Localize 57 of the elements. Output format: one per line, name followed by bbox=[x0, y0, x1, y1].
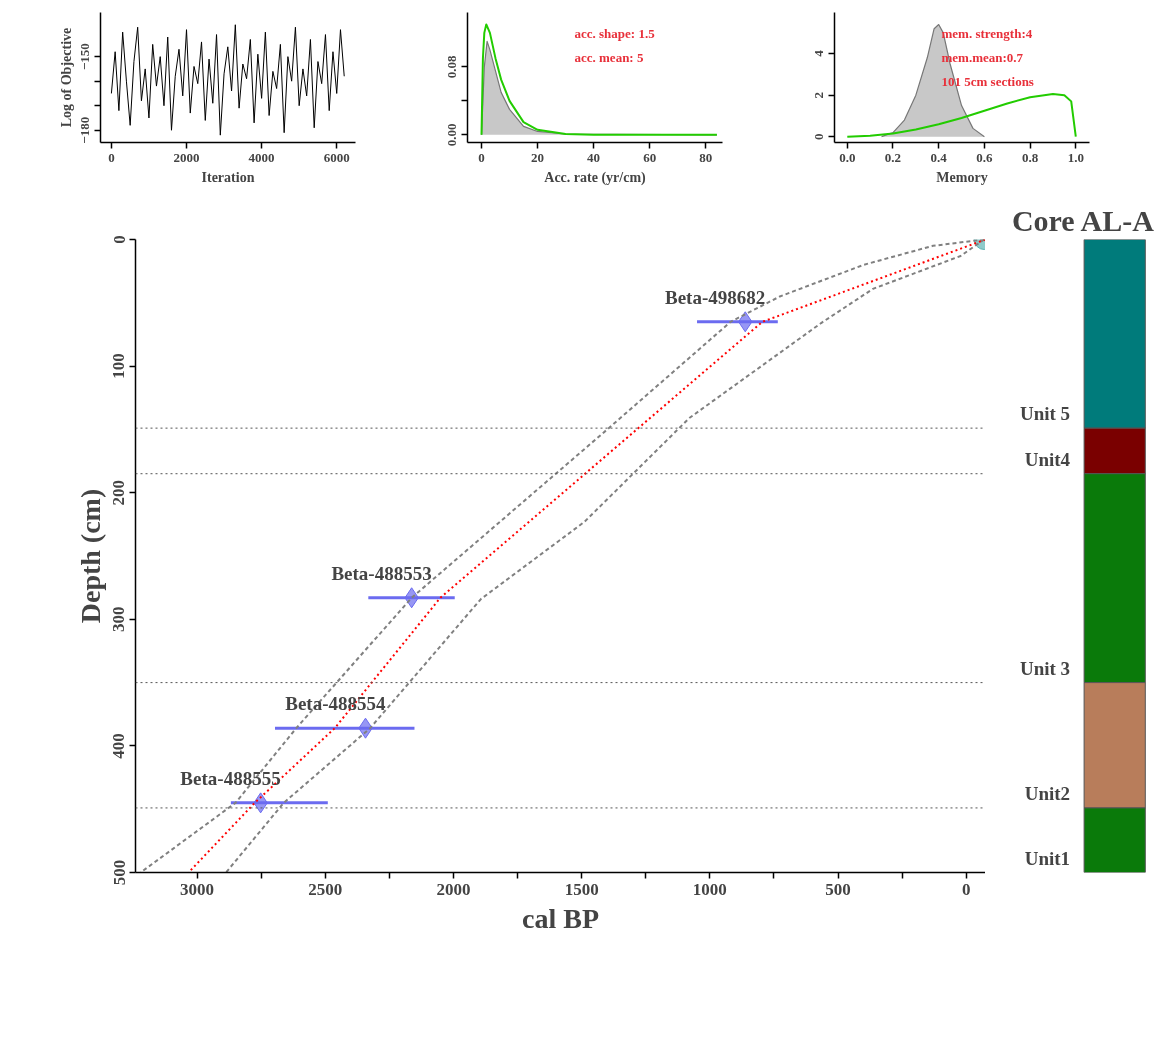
y-tick-label: 400 bbox=[109, 733, 129, 759]
y-tick-label: 0.08 bbox=[444, 55, 460, 79]
x-tick-label: 2000 bbox=[436, 879, 471, 899]
x-tick-label: 1000 bbox=[692, 879, 727, 899]
x-tick-label: 0.2 bbox=[884, 149, 902, 165]
series-label: Unit4 bbox=[1024, 448, 1071, 470]
x-tick-label: 0.6 bbox=[976, 149, 994, 165]
line-series bbox=[480, 23, 718, 136]
annotation: acc. shape: 1.5 bbox=[574, 25, 656, 41]
series-label: Unit 3 bbox=[1019, 657, 1071, 679]
y-tick-label: 200 bbox=[109, 479, 129, 506]
annotation: mem. strength:4 bbox=[941, 25, 1033, 41]
series-label: Unit 5 bbox=[1019, 403, 1071, 425]
y-tick-label: 100 bbox=[109, 353, 129, 379]
y-tick-label: 300 bbox=[109, 606, 129, 633]
x-tick-label: 0 bbox=[478, 149, 485, 165]
y-tick-label: 0.00 bbox=[444, 123, 460, 147]
x-tick-label: 20 bbox=[531, 149, 545, 165]
x-tick-label: 60 bbox=[643, 149, 657, 165]
x-axis-title: Iteration bbox=[201, 169, 255, 185]
y-axis-title: Depth (cm) bbox=[74, 488, 106, 624]
y-tick-label: 0 bbox=[109, 235, 129, 244]
y-tick-label: 0 bbox=[811, 133, 827, 140]
x-tick-label: 0 bbox=[962, 879, 971, 899]
x-tick-label: 40 bbox=[587, 149, 601, 165]
y-tick-label: −180 bbox=[77, 116, 93, 144]
x-tick-label: 2000 bbox=[173, 149, 200, 165]
line-series bbox=[846, 93, 1077, 138]
annotation: Beta-498682 bbox=[664, 286, 766, 308]
x-axis-title: cal BP bbox=[522, 902, 600, 934]
x-tick-label: 3000 bbox=[180, 879, 215, 899]
x-tick-label: 500 bbox=[825, 879, 851, 899]
line-series bbox=[110, 24, 345, 136]
x-tick-label: 0.8 bbox=[1021, 149, 1039, 165]
series-label: Unit1 bbox=[1024, 847, 1071, 869]
x-tick-label: 1500 bbox=[564, 879, 599, 899]
annotation: Beta-488553 bbox=[331, 562, 432, 584]
x-axis-title: Acc. rate (yr/cm) bbox=[544, 169, 647, 186]
x-tick-label: 6000 bbox=[323, 149, 350, 165]
annotation: mem.mean:0.7 bbox=[941, 49, 1024, 65]
x-tick-label: 0.4 bbox=[930, 149, 948, 165]
annotation: 101 5cm sections bbox=[941, 73, 1034, 89]
y-tick-label: −150 bbox=[77, 43, 93, 71]
x-tick-label: 1.0 bbox=[1067, 149, 1084, 165]
series-label: Unit2 bbox=[1024, 782, 1071, 804]
x-tick-label: 2500 bbox=[308, 879, 343, 899]
x-axis-title: Memory bbox=[936, 169, 988, 185]
annotation: Beta-488555 bbox=[180, 767, 281, 789]
chart-title: Core AL-A bbox=[1011, 203, 1155, 237]
x-tick-label: 80 bbox=[699, 149, 713, 165]
x-tick-label: 4000 bbox=[248, 149, 275, 165]
annotation: Beta-488554 bbox=[285, 693, 386, 715]
x-tick-label: 0.0 bbox=[839, 149, 856, 165]
annotation: acc. mean: 5 bbox=[574, 49, 644, 65]
y-tick-label: 2 bbox=[811, 91, 827, 99]
y-axis-title: Log of Objective bbox=[58, 27, 74, 128]
y-tick-label: 4 bbox=[811, 49, 827, 57]
